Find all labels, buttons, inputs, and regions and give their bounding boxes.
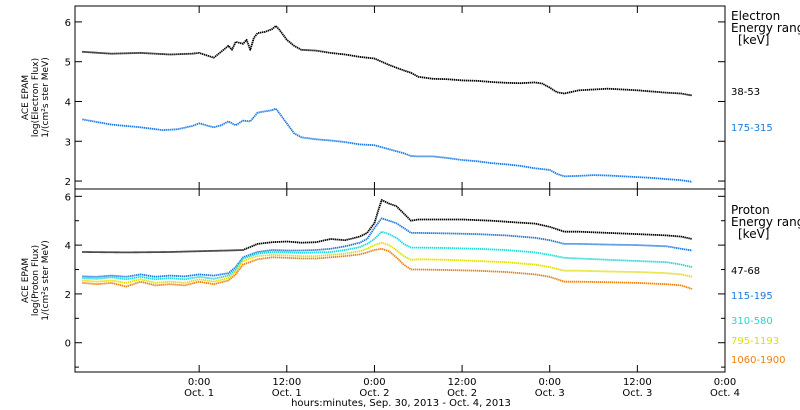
proton-panel: 0 2 4 6 ACE EPAMlog(Proton Flux)1/(cm²s ster…	[21, 188, 800, 373]
y-axis-label-line: ACE EPAM	[21, 258, 31, 303]
x-tick-date-label: Oct. 4	[710, 388, 740, 399]
x-tick-date-label: Oct. 2	[359, 388, 389, 399]
y-tick-label: 3	[65, 137, 71, 148]
y-tick-label: 4	[65, 97, 71, 108]
y-axis-label-line: 1/(cm²s ster MeV)	[41, 240, 51, 320]
legend-title: [keV]	[738, 33, 769, 47]
x-tick-time-label: 0:00	[363, 377, 385, 388]
legend-item: 38-53	[731, 87, 760, 98]
x-tick-time-label: 12:00	[448, 377, 477, 388]
series-line-115-195	[82, 217, 693, 278]
legend-item: 115-195	[731, 291, 773, 302]
x-tick-time-label: 12:00	[623, 377, 652, 388]
legend-title: Energy ranges	[731, 215, 800, 229]
y-tick-label: 2	[65, 290, 71, 301]
series-line-38-53	[82, 25, 693, 97]
plot-frame	[74, 5, 726, 190]
series-line-1060-1900	[82, 247, 693, 290]
x-tick-date-label: Oct. 1	[184, 388, 214, 399]
legend-title: [keV]	[738, 227, 769, 241]
legend-title: Electron	[731, 9, 780, 23]
x-tick-time-label: 0:00	[188, 377, 210, 388]
plot-frame	[74, 188, 726, 373]
series-line-175-315	[82, 107, 693, 183]
y-tick-label: 6	[65, 192, 71, 203]
x-tick-time-label: 12:00	[272, 377, 301, 388]
legend-item: 795-1193	[731, 336, 779, 347]
y-axis-label-line: ACE EPAM	[21, 75, 31, 120]
x-tick-time-label: 0:00	[714, 377, 736, 388]
y-axis-label-line: log(Electron Flux)	[31, 58, 41, 137]
series-line-795-1193	[82, 241, 693, 284]
electron-panel: 2 3 4 5 6 ACE EPAMlog(Electron Flux)1/(cm²s s…	[21, 5, 800, 190]
y-axis-label: ACE EPAMlog(Proton Flux)1/(cm²s ster MeV…	[21, 240, 51, 320]
legend-title: Energy ranges	[731, 21, 800, 35]
y-tick-label: 4	[65, 241, 71, 252]
series-line-310-580	[82, 230, 693, 281]
x-tick-time-label: 0:00	[538, 377, 560, 388]
x-tick-date-label: Oct. 1	[272, 388, 302, 399]
y-axis-label-line: log(Proton Flux)	[31, 245, 41, 316]
y-tick-label: 0	[65, 339, 71, 350]
legend-item: 175-315	[731, 123, 773, 134]
series-line-47-68	[82, 199, 693, 254]
legend-item: 310-580	[731, 316, 773, 327]
legend-title: Proton	[731, 203, 770, 217]
x-tick-date-label: Oct. 3	[535, 388, 565, 399]
y-tick-label: 6	[65, 18, 71, 29]
x-tick-date-label: Oct. 2	[447, 388, 477, 399]
y-tick-label: 5	[65, 58, 71, 69]
y-axis-label-line: 1/(cm²s ster MeV)	[41, 57, 51, 137]
legend-item: 47-68	[731, 266, 760, 277]
x-tick-date-label: Oct. 3	[622, 388, 652, 399]
x-axis-label: hours:minutes, Sep. 30, 2013 - Oct. 4, 2…	[291, 398, 511, 409]
y-axis-label: ACE EPAMlog(Electron Flux)1/(cm²s ster M…	[21, 57, 51, 137]
legend-item: 1060-1900	[731, 355, 786, 366]
y-tick-label: 2	[65, 177, 71, 188]
